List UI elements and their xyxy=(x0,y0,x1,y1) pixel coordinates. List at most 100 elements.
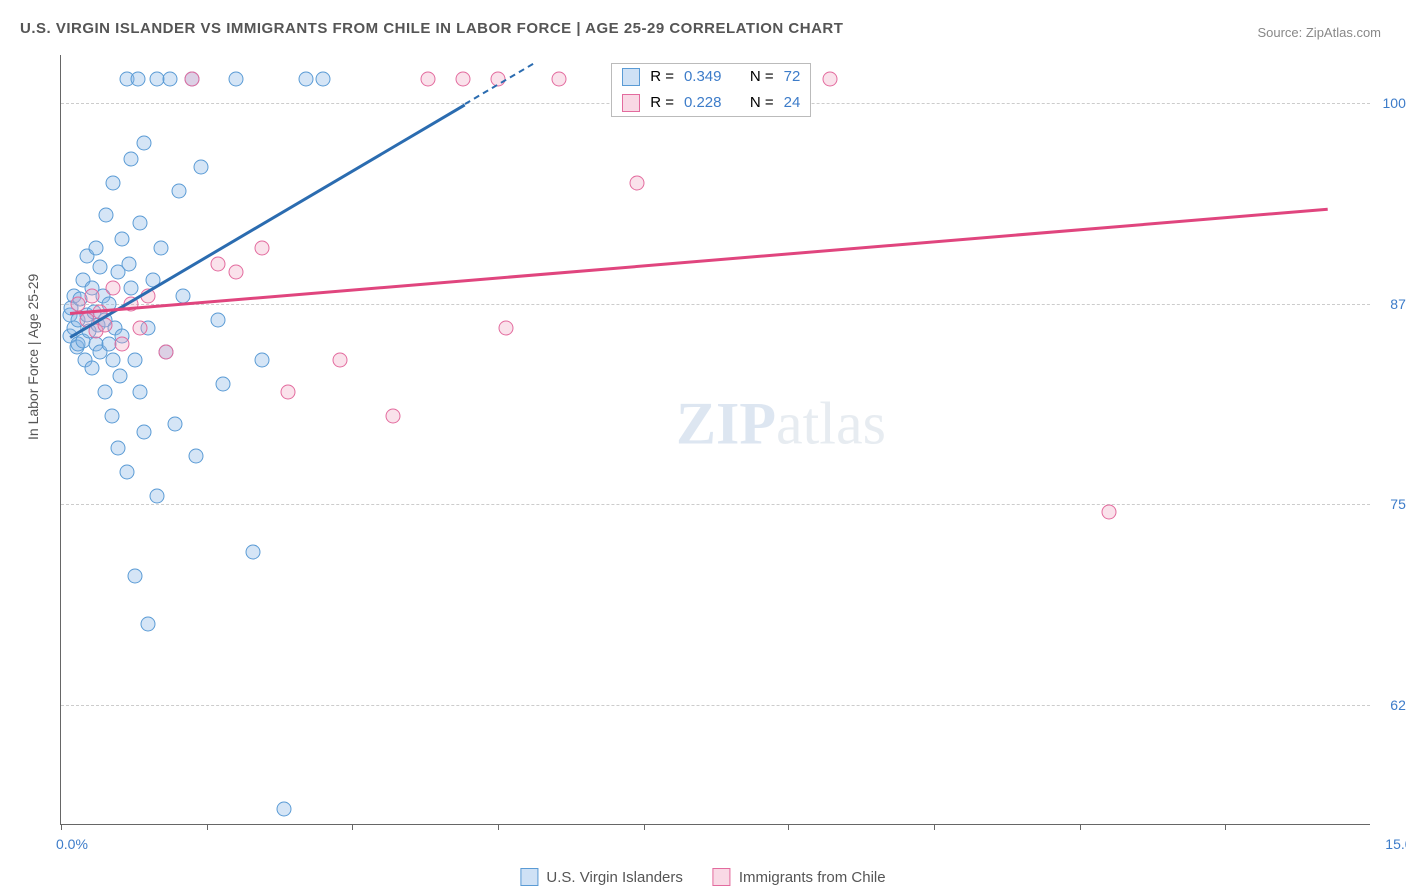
xtick xyxy=(934,824,935,830)
data-point xyxy=(499,320,514,335)
data-point xyxy=(185,72,200,87)
y-axis-label: In Labor Force | Age 25-29 xyxy=(25,274,41,440)
data-point xyxy=(136,424,151,439)
data-point xyxy=(228,264,243,279)
data-point xyxy=(176,288,191,303)
data-point xyxy=(115,336,130,351)
chart-title: U.S. VIRGIN ISLANDER VS IMMIGRANTS FROM … xyxy=(20,20,843,37)
data-point xyxy=(385,408,400,423)
data-point xyxy=(246,545,261,560)
data-point xyxy=(254,240,269,255)
gridline xyxy=(61,504,1370,505)
data-point xyxy=(167,416,182,431)
data-point xyxy=(106,352,121,367)
data-point xyxy=(84,360,99,375)
gridline xyxy=(61,304,1370,305)
source-label: Source: ZipAtlas.com xyxy=(1257,25,1381,40)
data-point xyxy=(123,280,138,295)
plot-area: ZIPatlas 62.5%75.0%87.5%100.0%0.0%15.0%R… xyxy=(60,55,1370,825)
data-point xyxy=(163,72,178,87)
data-point xyxy=(110,441,125,456)
data-point xyxy=(822,72,837,87)
data-point xyxy=(215,376,230,391)
data-point xyxy=(93,259,108,274)
stats-row: R = 0.228 N = 24 xyxy=(612,90,810,116)
legend-item: Immigrants from Chile xyxy=(713,868,886,886)
data-point xyxy=(128,569,143,584)
data-point xyxy=(154,240,169,255)
data-point xyxy=(298,72,313,87)
xtick xyxy=(1080,824,1081,830)
data-point xyxy=(316,72,331,87)
data-point xyxy=(123,152,138,167)
ytick-label: 87.5% xyxy=(1375,296,1406,312)
data-point xyxy=(132,320,147,335)
swatch-icon xyxy=(713,868,731,886)
swatch-icon xyxy=(622,94,640,112)
legend-item: U.S. Virgin Islanders xyxy=(520,868,682,886)
data-point xyxy=(630,176,645,191)
data-point xyxy=(128,352,143,367)
xtick xyxy=(61,824,62,830)
data-point xyxy=(211,256,226,271)
stat-key: R = xyxy=(650,68,674,85)
stat-value: 72 xyxy=(784,68,801,85)
swatch-icon xyxy=(622,68,640,86)
data-point xyxy=(189,449,204,464)
data-point xyxy=(119,465,134,480)
data-point xyxy=(420,72,435,87)
xtick xyxy=(644,824,645,830)
data-point xyxy=(136,136,151,151)
data-point xyxy=(122,256,137,271)
xtick xyxy=(788,824,789,830)
data-point xyxy=(88,240,103,255)
data-point xyxy=(130,72,145,87)
data-point xyxy=(281,384,296,399)
xtick xyxy=(498,824,499,830)
xtick xyxy=(1225,824,1226,830)
stat-key: N = xyxy=(750,68,774,85)
data-point xyxy=(455,72,470,87)
data-point xyxy=(97,384,112,399)
data-point xyxy=(106,176,121,191)
legend-label: U.S. Virgin Islanders xyxy=(546,869,682,886)
data-point xyxy=(113,368,128,383)
watermark: ZIPatlas xyxy=(676,390,886,459)
legend-label: Immigrants from Chile xyxy=(739,869,886,886)
stat-key: N = xyxy=(750,94,774,111)
data-point xyxy=(228,72,243,87)
ytick-label: 62.5% xyxy=(1375,697,1406,713)
xlim-min: 0.0% xyxy=(56,836,88,852)
xlim-max: 15.0% xyxy=(1385,836,1406,852)
stat-value: 0.228 xyxy=(684,94,722,111)
data-point xyxy=(132,384,147,399)
trend-line xyxy=(464,63,533,105)
data-point xyxy=(132,216,147,231)
stat-value: 24 xyxy=(784,94,801,111)
data-point xyxy=(211,312,226,327)
xtick xyxy=(207,824,208,830)
stat-key: R = xyxy=(650,94,674,111)
stats-row: R = 0.349 N = 72 xyxy=(612,64,810,90)
data-point xyxy=(276,801,291,816)
gridline xyxy=(61,705,1370,706)
data-point xyxy=(104,408,119,423)
data-point xyxy=(171,184,186,199)
stat-value: 0.349 xyxy=(684,68,722,85)
stats-box: R = 0.349 N = 72 R = 0.228 N = 24 xyxy=(611,63,811,117)
swatch-icon xyxy=(520,868,538,886)
data-point xyxy=(333,352,348,367)
data-point xyxy=(254,352,269,367)
xtick xyxy=(352,824,353,830)
legend: U.S. Virgin Islanders Immigrants from Chi… xyxy=(520,868,885,886)
ytick-label: 75.0% xyxy=(1375,496,1406,512)
data-point xyxy=(551,72,566,87)
data-point xyxy=(1102,505,1117,520)
data-point xyxy=(106,280,121,295)
data-point xyxy=(158,344,173,359)
data-point xyxy=(150,489,165,504)
data-point xyxy=(84,288,99,303)
data-point xyxy=(141,617,156,632)
data-point xyxy=(115,232,130,247)
data-point xyxy=(99,208,114,223)
